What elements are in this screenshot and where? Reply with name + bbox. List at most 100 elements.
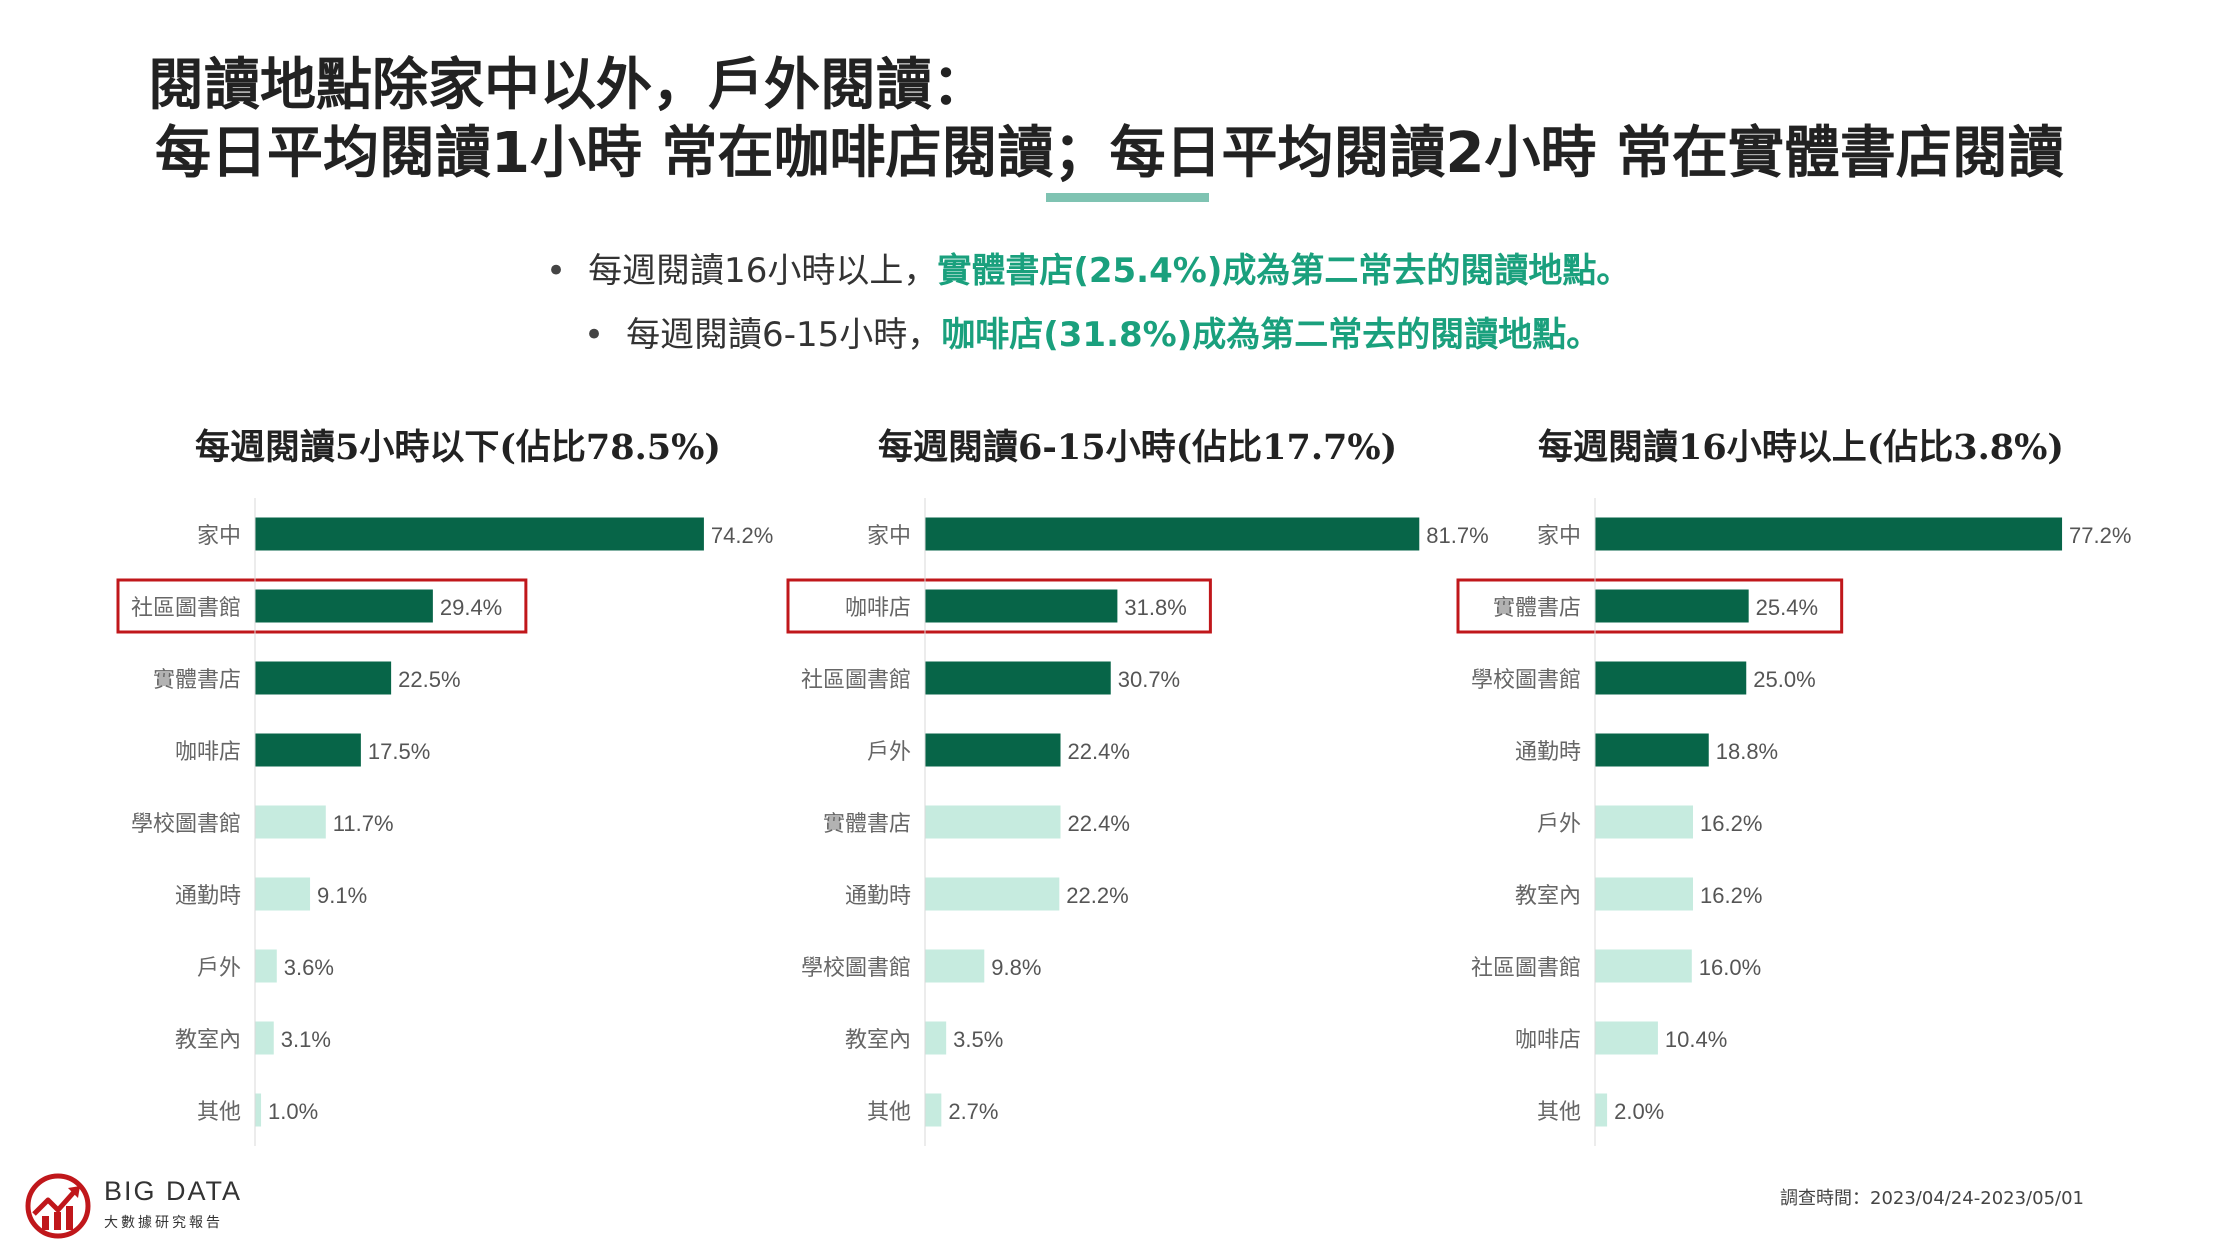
category-label: 通勤時 (845, 884, 911, 909)
bar (255, 517, 704, 551)
value-label: 3.1% (281, 1027, 331, 1052)
value-label: 18.8% (1716, 739, 1778, 764)
bar (1595, 949, 1692, 983)
bar-chart-over-16-hours: 每週閱讀16小時以上(佔比3.8%) 家中 77.2% 實體書店 25.4% 學校圖書館… (1456, 427, 2160, 1150)
value-label: 74.2% (711, 523, 773, 548)
category-label: 戶外 (1537, 812, 1581, 837)
value-label: 2.0% (1614, 1099, 1664, 1124)
value-label: 9.1% (317, 883, 367, 908)
category-label: 學校圖書館 (131, 812, 241, 837)
highlight-box (1456, 578, 1844, 634)
value-label: 22.4% (1068, 811, 1130, 836)
value-label: 25.4% (1756, 595, 1818, 620)
category-label: 社區圖書館 (1471, 956, 1581, 981)
big-data-logo: BIG DATA 大數據研究報告 (24, 1170, 264, 1240)
chart-svg: 家中 81.7% 咖啡店 31.8% 社區圖書館 30.7% 戶外 22.4% 實體書店 22.4… (786, 498, 1489, 1146)
category-label: 其他 (1537, 1100, 1581, 1125)
title-underline (1046, 193, 1209, 202)
value-label: 10.4% (1665, 1027, 1727, 1052)
bar-chart-6-15-hours: 每週閱讀6-15小時(佔比17.7%) 家中 81.7% 咖啡店 31.8% 社區圖書館… (786, 427, 1490, 1150)
bullet-item: • 每週閱讀16小時以上，實體書店(25.4%)成為第二常去的閱讀地點。 (546, 254, 1630, 288)
bar (255, 661, 392, 695)
value-label: 31.8% (1124, 595, 1186, 620)
logo-subtext: 大數據研究報告 (104, 1215, 223, 1231)
category-label: 通勤時 (175, 884, 241, 909)
bullet-item: • 每週閱讀6-15小時，咖啡店(31.8%)成為第二常去的閱讀地點。 (584, 318, 1600, 352)
bar (1595, 1093, 1608, 1127)
category-label: 學校圖書館 (1471, 668, 1581, 693)
category-label: 學校圖書館 (801, 956, 911, 981)
survey-date: 調查時間：2023/04/24-2023/05/01 (1780, 1188, 2084, 1209)
value-label: 81.7% (1426, 523, 1488, 548)
value-label: 30.7% (1118, 667, 1180, 692)
bar (255, 1021, 274, 1055)
chart-svg: 家中 74.2% 社區圖書館 29.4% 實體書店 22.5% 咖啡店 17.5% 學校圖書館 1… (116, 498, 773, 1146)
chart-title: 每週閱讀6-15小時(佔比17.7%) (878, 427, 1398, 468)
category-label: 通勤時 (1515, 740, 1581, 765)
value-label: 11.7% (333, 811, 394, 836)
value-label: 22.2% (1066, 883, 1128, 908)
category-label: 實體書店 (153, 668, 241, 693)
category-label: 教室內 (1515, 884, 1581, 909)
value-label: 22.5% (398, 667, 460, 692)
value-label: 22.4% (1068, 739, 1130, 764)
chart-title: 每週閱讀16小時以上(佔比3.8%) (1538, 427, 2064, 468)
category-label: 其他 (867, 1100, 911, 1125)
bar (925, 877, 1060, 911)
bar (1595, 877, 1694, 911)
bar (1595, 589, 1749, 623)
value-label: 16.0% (1699, 955, 1761, 980)
bar (1595, 805, 1694, 839)
highlight-box (786, 578, 1212, 634)
bar-chart-under-5-hours: 每週閱讀5小時以下(佔比78.5%) 家中 74.2% 社區圖書館 29.4% 實體書店… (116, 430, 820, 1150)
category-label: 咖啡店 (1515, 1028, 1581, 1053)
bar (925, 1093, 942, 1127)
bar (255, 589, 433, 623)
bar (925, 949, 985, 983)
bar (1595, 1021, 1658, 1055)
logo-text: BIG DATA (104, 1176, 243, 1206)
category-label: 家中 (1537, 524, 1581, 549)
bar (1595, 733, 1709, 767)
category-label: 實體書店 (1493, 596, 1581, 621)
big-data-logo-icon (25, 1173, 91, 1239)
bullet-highlight: 實體書店(25.4%)成為第二常去的閱讀地點。 (937, 251, 1631, 291)
bar (255, 733, 361, 767)
category-label: 家中 (197, 524, 241, 549)
category-label: 家中 (867, 524, 911, 549)
bar (925, 661, 1111, 695)
page-title-line1: 閱讀地點除家中以外，戶外閱讀： (148, 53, 988, 118)
bar (925, 589, 1118, 623)
bar (1595, 517, 2063, 551)
bar (255, 805, 326, 839)
bullet-text: 每週閱讀6-15小時， (626, 315, 942, 355)
bar (255, 949, 277, 983)
value-label: 16.2% (1700, 883, 1762, 908)
value-label: 2.7% (948, 1099, 998, 1124)
bar (1595, 661, 1747, 695)
category-label: 教室內 (175, 1028, 241, 1053)
value-label: 77.2% (2069, 523, 2131, 548)
category-label: 其他 (197, 1100, 241, 1125)
bar (255, 877, 311, 911)
value-label: 25.0% (1753, 667, 1815, 692)
bullet-text: 每週閱讀16小時以上， (588, 251, 938, 291)
category-label: 戶外 (197, 956, 241, 981)
bullet-highlight: 咖啡店(31.8%)成為第二常去的閱讀地點。 (941, 315, 1601, 355)
value-label: 17.5% (368, 739, 430, 764)
category-label: 社區圖書館 (131, 596, 241, 621)
bar (925, 805, 1061, 839)
category-label: 實體書店 (823, 812, 911, 837)
value-label: 1.0% (268, 1099, 318, 1124)
category-label: 戶外 (867, 740, 911, 765)
bar (925, 1021, 947, 1055)
bar (255, 1093, 262, 1127)
bar (925, 517, 1420, 551)
category-label: 咖啡店 (845, 596, 911, 621)
value-label: 29.4% (440, 595, 502, 620)
highlight-box (116, 578, 528, 634)
value-label: 9.8% (991, 955, 1041, 980)
value-label: 3.6% (284, 955, 334, 980)
chart-svg: 家中 77.2% 實體書店 25.4% 學校圖書館 25.0% 通勤時 18.8% 戶外 16.2… (1456, 498, 2131, 1146)
value-label: 3.5% (953, 1027, 1003, 1052)
